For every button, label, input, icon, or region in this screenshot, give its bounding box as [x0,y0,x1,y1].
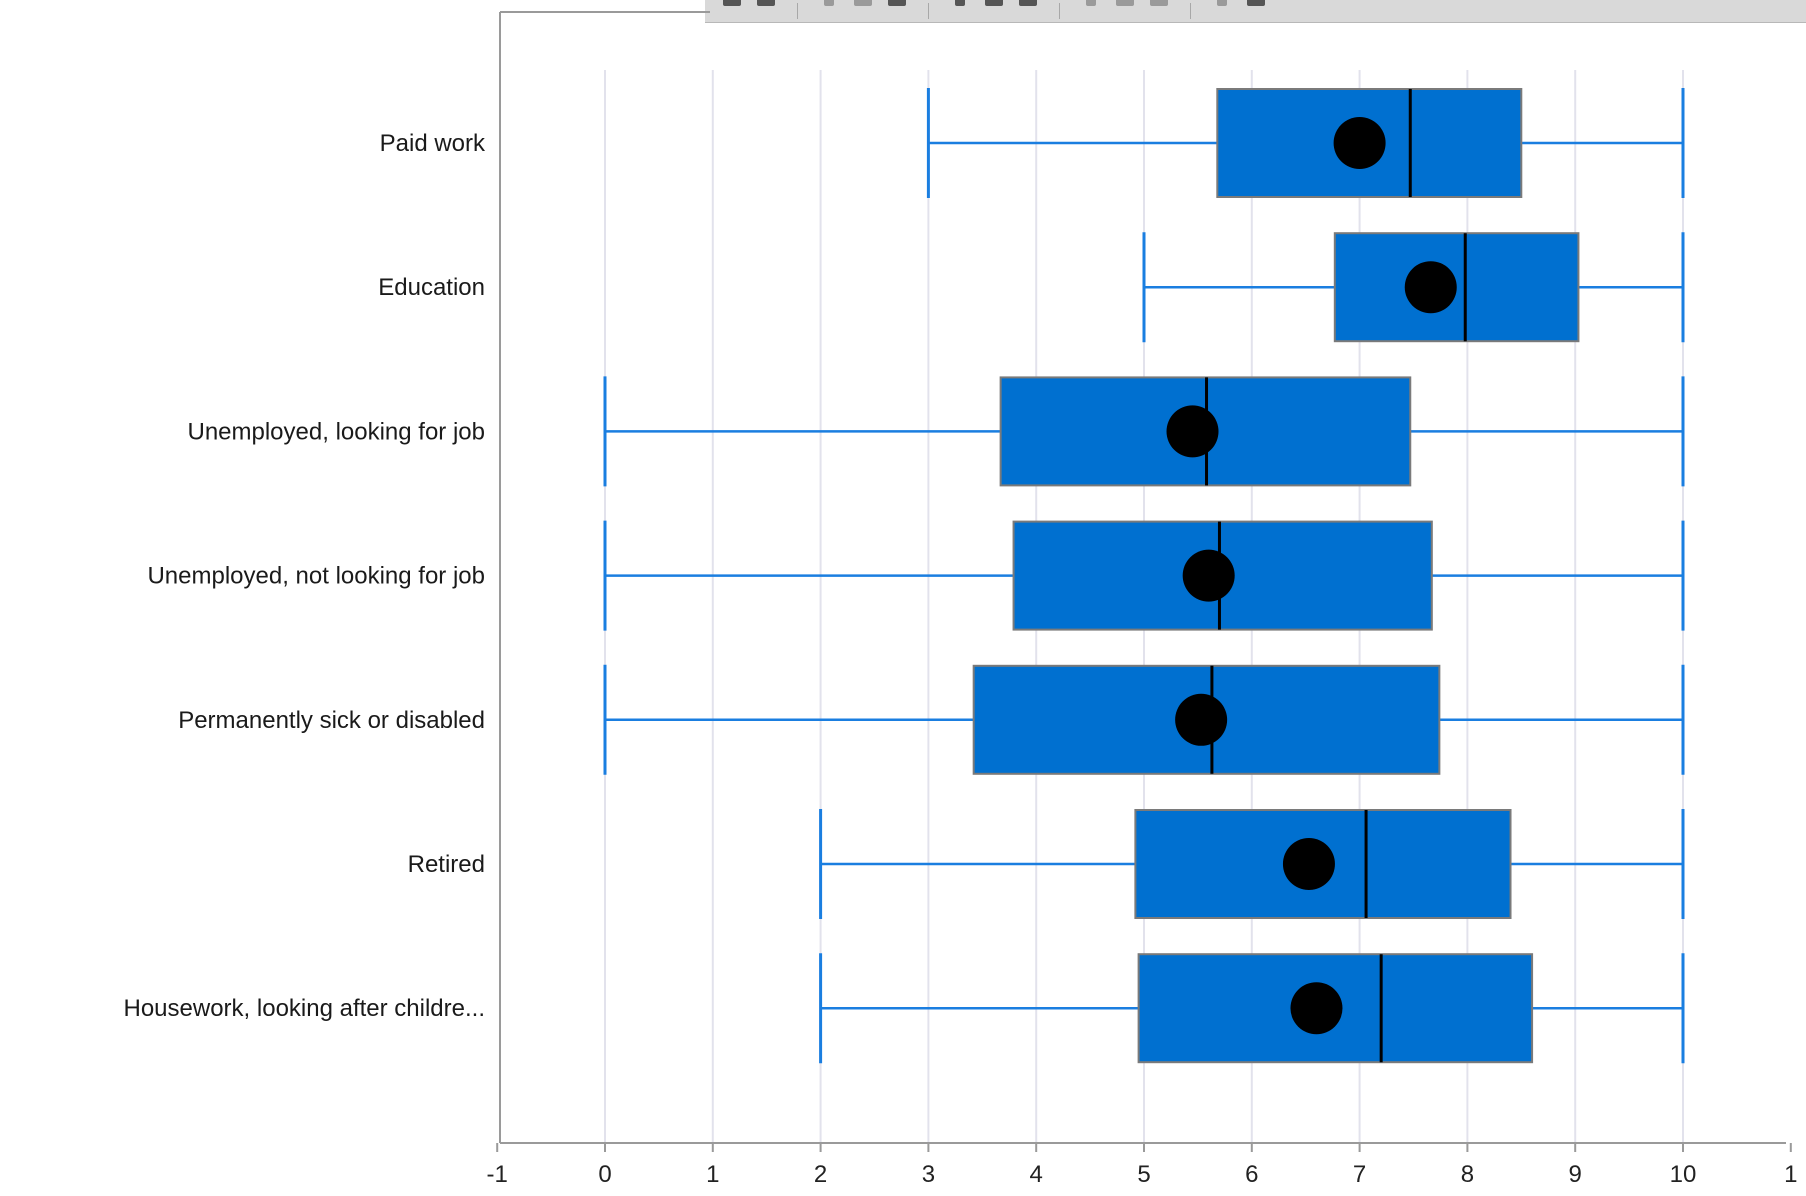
pen-icon [955,0,965,6]
box-1 [1142,232,1685,343]
mean-marker [1290,982,1343,1035]
settings-icon [1217,0,1227,6]
x-tick-label: 5 [1137,1161,1150,1188]
refresh-button[interactable] [846,0,880,22]
undo-button[interactable] [812,0,846,22]
category-label: Retired [408,851,485,878]
text-cursor-button[interactable] [977,0,1011,22]
more-button[interactable] [1239,0,1273,22]
toolbar-group [933,0,1055,22]
more-icon [1247,0,1265,6]
box-5 [819,809,1685,919]
category-label: Unemployed, not looking for job [147,563,485,590]
pen-button[interactable] [943,0,977,22]
mean-marker [1166,405,1219,458]
iqr-box [1333,232,1580,343]
box-0 [926,88,1685,198]
category-label: Housework, looking after childre... [124,995,486,1022]
mean-marker [1182,549,1235,602]
paste-icon [1116,0,1134,6]
text-cursor-icon [985,0,1003,6]
refresh-icon [854,0,872,6]
chart-toolbar [705,0,1806,23]
category-label: Permanently sick or disabled [178,707,485,734]
x-tick-label: 10 [1670,1161,1697,1188]
settings-button[interactable] [1205,0,1239,22]
toolbar-separator [1059,3,1060,19]
pointer-icon [888,0,906,6]
toolbar-group [1064,0,1186,22]
box-2 [603,376,1685,487]
toolbar-separator [1190,3,1191,19]
category-label: Education [378,274,485,301]
bar-chart-button[interactable] [715,0,749,22]
undo-icon [824,0,834,6]
image-icon [1019,0,1037,6]
page-icon [1150,0,1168,6]
paste-button[interactable] [1108,0,1142,22]
x-tick-label: 1 [706,1161,719,1188]
box-4 [603,664,1685,775]
box-3 [603,520,1685,631]
copy-button[interactable] [1074,0,1108,22]
box-series [603,88,1685,1064]
x-tick-label: 0 [598,1161,611,1188]
toolbar-group [1195,0,1283,22]
x-tick-label: 9 [1569,1161,1582,1188]
x-tick-label: 1 [1784,1161,1797,1188]
category-label: Paid work [380,130,486,157]
mean-marker [1282,838,1335,890]
x-tick-label: 6 [1245,1161,1258,1188]
axes: -1 0 1 2 3 4 5 6 7 8 9 10 1 [487,11,1797,1188]
pointer-button[interactable] [880,0,914,22]
page-button[interactable] [1142,0,1176,22]
copy-icon [1086,0,1096,6]
box-6 [819,953,1685,1064]
x-tick-label: -1 [487,1161,508,1188]
toolbar-separator [797,3,798,19]
bar-chart-icon [723,0,741,6]
column-chart-button[interactable] [749,0,783,22]
toolbar-separator [928,3,929,19]
mean-marker [1404,261,1457,314]
x-tick-label: 3 [922,1161,935,1188]
image-button[interactable] [1011,0,1045,22]
toolbar-group [802,0,924,22]
iqr-box [1216,88,1523,198]
category-label: Unemployed, looking for job [187,418,485,445]
mean-marker [1333,117,1386,169]
category-labels: Paid work Education Unemployed, looking fo… [124,130,487,1022]
x-tick-label: 7 [1353,1161,1366,1188]
column-chart-icon [757,0,775,6]
x-tick-label: 2 [814,1161,827,1188]
x-tick-label: 4 [1030,1161,1043,1188]
x-tick-label: 8 [1461,1161,1474,1188]
toolbar-group [705,0,793,22]
mean-marker [1175,693,1228,746]
